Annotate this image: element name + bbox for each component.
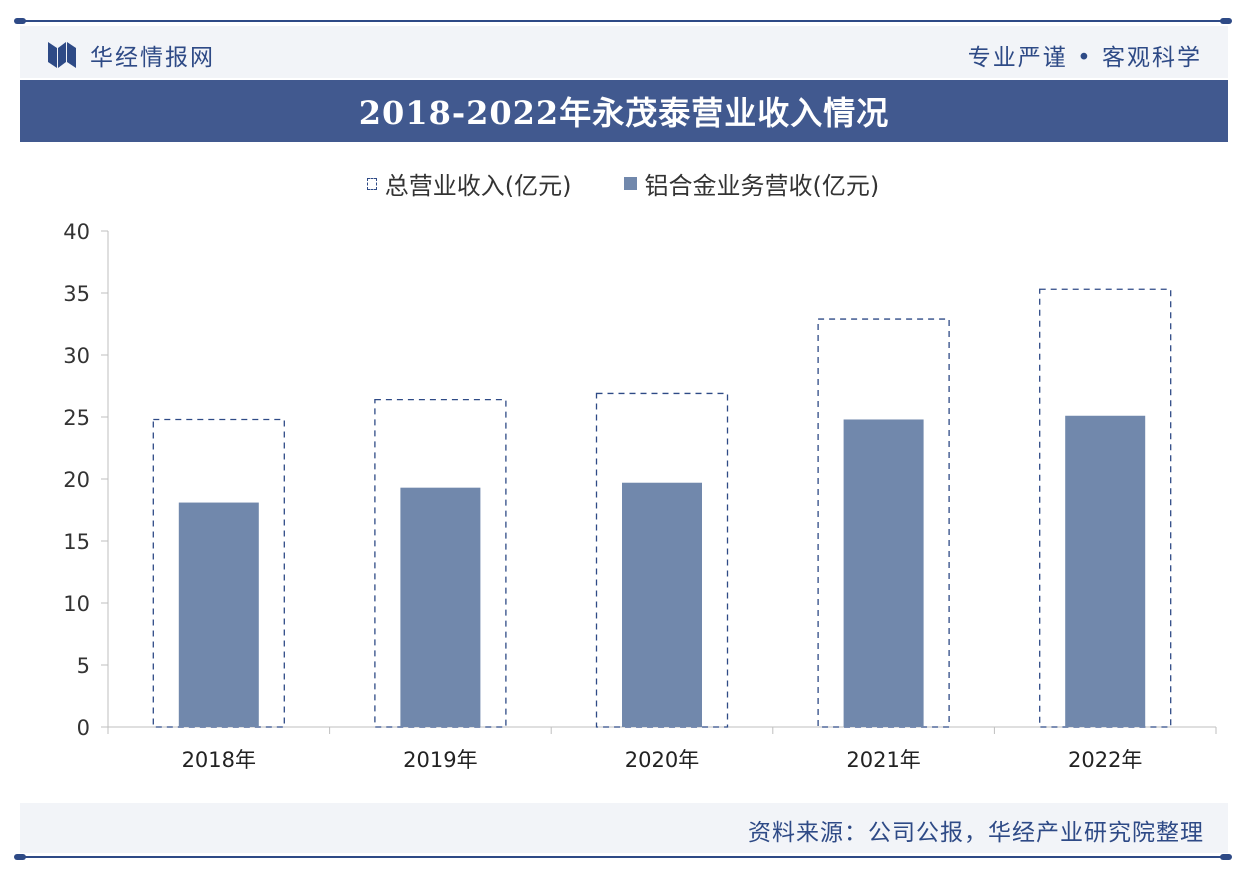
x-tick-label: 2022年 bbox=[1068, 748, 1142, 772]
header: 华经情报网 专业严谨 • 客观科学 bbox=[20, 26, 1228, 78]
source-note: 资料来源：公司公报，华经产业研究院整理 bbox=[748, 820, 1204, 846]
x-tick-label: 2020年 bbox=[625, 748, 699, 772]
x-tick-label: 2018年 bbox=[182, 748, 256, 772]
footer: 资料来源：公司公报，华经产业研究院整理 bbox=[20, 803, 1228, 853]
x-tick-label: 2019年 bbox=[403, 748, 477, 772]
y-tick-label: 15 bbox=[63, 530, 90, 554]
legend-item-aluminum-revenue: 铝合金业务营收(亿元) bbox=[623, 166, 880, 201]
bottom-border-line bbox=[20, 856, 1228, 858]
brand-logo-icon bbox=[48, 42, 76, 68]
slogan: 专业严谨 • 客观科学 bbox=[967, 45, 1202, 71]
legend-label-total-revenue: 总营业收入(亿元) bbox=[384, 172, 572, 200]
bottom-left-dot bbox=[14, 854, 26, 860]
legend: 总营业收入(亿元) 铝合金业务营收(亿元) bbox=[0, 166, 1246, 201]
bar-aluminum-revenue bbox=[400, 487, 481, 727]
bar-total-revenue bbox=[1039, 288, 1172, 728]
chart-title: 2018-2022年永茂泰营业收入情况 bbox=[358, 94, 890, 132]
y-tick-label: 10 bbox=[63, 592, 90, 616]
legend-dashed-swatch bbox=[366, 177, 377, 190]
bar-aluminum-revenue bbox=[843, 419, 924, 727]
brand-name: 华经情报网 bbox=[90, 45, 215, 71]
x-tick-label: 2021年 bbox=[846, 748, 920, 772]
legend-item-total-revenue: 总营业收入(亿元) bbox=[366, 166, 572, 201]
top-border-line bbox=[20, 20, 1228, 22]
legend-solid-swatch bbox=[623, 177, 637, 190]
y-tick-label: 30 bbox=[63, 344, 90, 368]
y-tick-label: 40 bbox=[63, 220, 90, 244]
bar-aluminum-revenue bbox=[622, 482, 702, 727]
bar-total-revenue bbox=[817, 318, 950, 728]
y-tick-label: 20 bbox=[63, 468, 90, 492]
bar-aluminum-revenue bbox=[1065, 415, 1146, 727]
legend-label-aluminum-revenue: 铝合金业务营收(亿元) bbox=[644, 172, 880, 200]
top-left-dot bbox=[14, 18, 26, 24]
y-tick-label: 35 bbox=[63, 282, 90, 306]
bottom-right-dot bbox=[1220, 854, 1232, 860]
y-tick-label: 5 bbox=[77, 654, 90, 678]
y-tick-label: 25 bbox=[63, 406, 90, 430]
top-right-dot bbox=[1220, 18, 1232, 24]
bar-total-revenue bbox=[374, 398, 507, 728]
bar-aluminum-revenue bbox=[178, 502, 259, 727]
title-bar: 2018-2022年永茂泰营业收入情况 bbox=[20, 80, 1228, 142]
y-tick-label: 0 bbox=[77, 716, 90, 740]
brand: 华经情报网 bbox=[48, 38, 215, 72]
